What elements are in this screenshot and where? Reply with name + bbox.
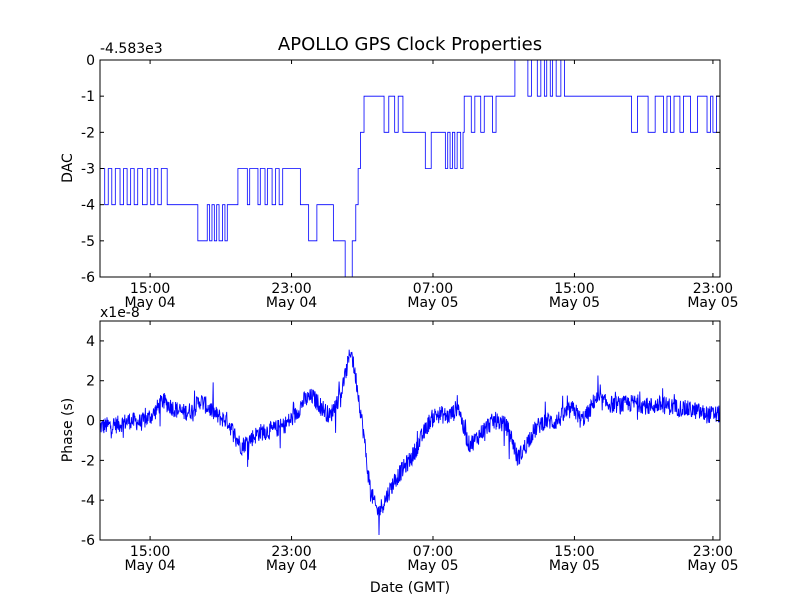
dac-line	[100, 59, 721, 278]
dac-ytick-label: -2	[81, 125, 95, 141]
dac-xtick-time-label: 15:00	[130, 281, 170, 297]
dac-y-axis-label: DAC	[60, 153, 76, 183]
dac-ytick-label: -5	[81, 234, 95, 250]
dac-offset-label: -4.583e3	[100, 41, 163, 57]
phase-offset-label: x1e-8	[100, 305, 140, 321]
dac-ytick-label: -4	[81, 198, 95, 214]
dac-ytick-label: -6	[81, 270, 95, 286]
phase-ytick-label: -2	[81, 453, 95, 469]
phase-ytick-label: 4	[86, 334, 95, 350]
phase-xtick-date-label: May 04	[124, 558, 175, 574]
dac-xtick-date-label: May 04	[124, 295, 175, 311]
phase-xtick-time-label: 15:00	[130, 544, 170, 560]
dac-plot-frame	[99, 59, 721, 278]
phase-xtick-date-label: May 05	[549, 558, 600, 574]
dac-ytick-label: -3	[81, 162, 95, 178]
dac-series	[100, 59, 721, 278]
phase-series	[99, 349, 721, 535]
phase-xtick-time-label: 23:00	[271, 544, 311, 560]
phase-xtick-time-label: 07:00	[413, 544, 453, 560]
phase-xtick-time-label: 23:00	[693, 544, 733, 560]
phase-xtick-date-label: May 04	[266, 558, 317, 574]
dac-xtick-date-label: May 05	[549, 295, 600, 311]
dac-xtick-date-label: May 05	[407, 295, 458, 311]
phase-line	[99, 349, 721, 535]
dac-xtick-date-label: May 05	[687, 295, 738, 311]
chart-title: APOLLO GPS Clock Properties	[278, 34, 542, 55]
phase-ytick-label: 0	[86, 414, 95, 430]
phase-plot-frame	[99, 320, 721, 541]
dac-ytick-label: -1	[81, 89, 95, 105]
phase-xtick-time-label: 15:00	[554, 544, 594, 560]
dac-xtick-date-label: May 04	[266, 295, 317, 311]
phase-ytick-label: -6	[81, 533, 95, 549]
phase-xtick-date-label: May 05	[407, 558, 458, 574]
phase-ytick-label: 2	[86, 374, 95, 390]
phase-xtick-date-label: May 05	[687, 558, 738, 574]
dac-xtick-time-label: 23:00	[693, 281, 733, 297]
dac-xtick-time-label: 07:00	[413, 281, 453, 297]
phase-y-axis-label: Phase (s)	[60, 398, 76, 462]
phase-x-axis-label: Date (GMT)	[370, 580, 450, 596]
phase-ytick-label: -4	[81, 493, 95, 509]
dac-xtick-time-label: 15:00	[554, 281, 594, 297]
dac-xtick-time-label: 23:00	[271, 281, 311, 297]
dac-ytick-label: 0	[86, 53, 95, 69]
